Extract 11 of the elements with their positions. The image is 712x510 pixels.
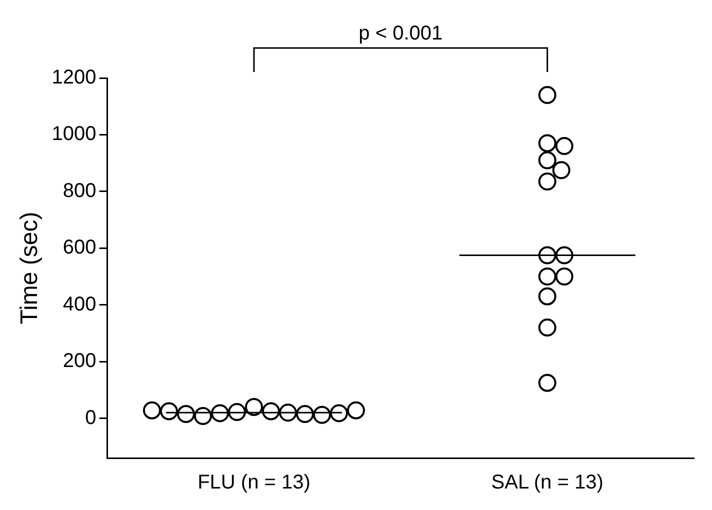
y-tick-label: 1000 [52, 123, 96, 146]
text: p < 0.001 [358, 22, 443, 45]
y-tick-label: 600 [62, 236, 96, 259]
x-tick-label: FLU (n = 13) [198, 472, 310, 494]
y-tick-label: 800 [62, 180, 96, 202]
y-tick-label: 0 [85, 406, 96, 429]
y-tick-label: 400 [62, 293, 96, 316]
y-axis-title: Time (sec) [16, 212, 44, 324]
y-tick-label: 200 [62, 350, 96, 372]
x-tick-label: SAL (n = 13) [491, 472, 604, 494]
y-tick-label: 1200 [52, 66, 96, 89]
